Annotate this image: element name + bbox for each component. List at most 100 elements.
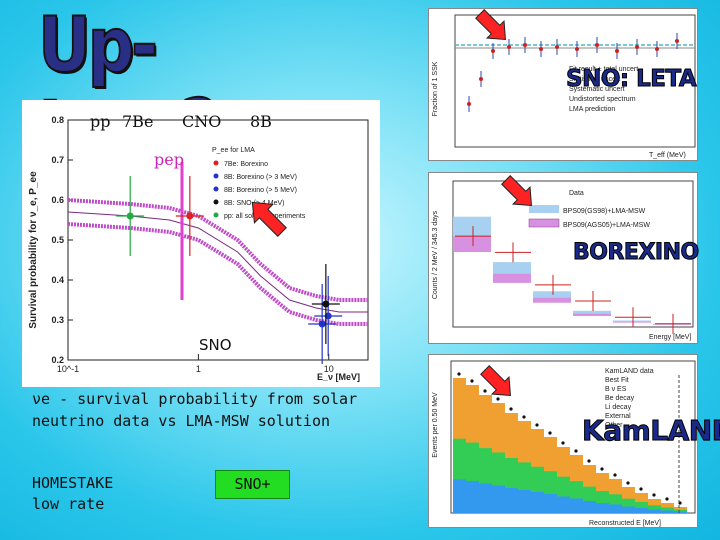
legend-marker <box>213 173 219 179</box>
leta-point <box>523 43 527 47</box>
y-tick-label: 0.5 <box>51 235 64 245</box>
svg-text:Energy [MeV]: Energy [MeV] <box>649 334 691 341</box>
kamland-bar-base <box>544 494 557 513</box>
kamland-bar-base <box>453 479 466 513</box>
kamland-data-point <box>613 473 617 477</box>
kamland-data-point <box>522 415 526 419</box>
kamland-plate: KamLAND <box>581 414 720 448</box>
x-tick-label: 1 <box>196 364 201 374</box>
kamland-bar-base <box>492 485 505 513</box>
kamland-bar-mid <box>648 505 661 513</box>
borexino-chart: Data BPS09(GS98)+LMA-MSW BPS09(AGS05)+LM… <box>432 180 694 341</box>
kamland-bar-base <box>609 504 622 513</box>
leta-point <box>615 49 619 53</box>
legend-label: 8B: Borexino (> 3 MeV) <box>224 174 297 181</box>
kamland-bar-base <box>466 481 479 513</box>
kamland-data-point <box>548 431 552 435</box>
region-label-be7: 7Be <box>122 112 154 131</box>
kamland-bar-base <box>479 483 492 513</box>
data-points <box>116 176 343 364</box>
homestake-note: HOMESTAKE low rate <box>32 473 113 515</box>
svg-text:Be decay: Be decay <box>605 395 635 402</box>
x-axis-label: E_ν [MeV] <box>317 372 360 382</box>
y-tick-label: 0.7 <box>51 155 64 165</box>
kamland-data-point <box>665 497 669 501</box>
leta-point <box>595 43 599 47</box>
kamland-data-point <box>457 372 461 376</box>
kamland-data-point <box>574 449 578 453</box>
kamland-bar-mid <box>661 507 674 513</box>
kamland-chart: KamLAND data Best Fit B ν ES Be decay Li… <box>432 360 696 527</box>
caption: νe - survival probability from solar neu… <box>32 388 392 432</box>
svg-text:Best Fit: Best Fit <box>605 377 629 384</box>
svg-text:B ν ES: B ν ES <box>605 386 627 393</box>
svg-text:External: External <box>605 413 631 420</box>
y-tick-label: 0.3 <box>51 315 64 325</box>
kamland-bar-base <box>661 510 674 513</box>
svg-text:KamLAND data: KamLAND data <box>605 368 654 375</box>
leta-point <box>575 47 579 51</box>
kamland-bar-mid <box>674 509 687 513</box>
kamland-bar-base <box>518 490 531 513</box>
y-tick-label: 0.2 <box>51 355 64 365</box>
x-tick-label: 10^-1 <box>57 364 79 374</box>
x-axis-ticks: 10^-1 1 10 <box>57 354 334 374</box>
leta-point <box>507 45 511 49</box>
borexino-bar <box>573 310 611 315</box>
legend-marker <box>213 212 219 218</box>
svg-text:Other: Other <box>605 422 623 429</box>
borexino-bar <box>613 320 651 323</box>
survival-probability-plot: 0.2 0.3 0.4 0.5 0.6 0.7 0.8 10^-1 1 10 P_ee for … <box>22 100 380 387</box>
leta-point <box>655 47 659 51</box>
y-tick-label: 0.4 <box>51 275 64 285</box>
leta-point <box>675 39 679 43</box>
legend-label: pp: all solar ν experiments <box>224 213 306 220</box>
borexino-bar-alt <box>573 313 611 316</box>
svg-text:Li decay: Li decay <box>605 404 632 411</box>
legend-marker <box>213 186 219 192</box>
svg-text:BPS09(GS98)+LMA-MSW: BPS09(GS98)+LMA-MSW <box>563 208 646 215</box>
kamland-bar-base <box>622 506 635 513</box>
svg-text:Systematic uncert: Systematic uncert <box>569 86 625 93</box>
region-label-pp: pp <box>90 112 111 131</box>
region-label-b8: 8B <box>250 112 272 131</box>
svg-text:Statistical uncert: Statistical uncert <box>569 76 620 83</box>
sno-leta-plate: SNO: LETA <box>565 66 697 93</box>
kamland-data-point <box>483 389 487 393</box>
data-point <box>126 212 134 220</box>
sno-plus-box: SNO+ <box>215 470 290 499</box>
slide-title: Up-turn? <box>37 0 219 169</box>
svg-text:BPS09(AGS05)+LMA-MSW: BPS09(AGS05)+LMA-MSW <box>563 222 650 229</box>
kamland-data-point <box>587 459 591 463</box>
caption-line-2: neutrino data vs LMA-MSW solution <box>32 412 331 430</box>
legend-marker <box>213 199 219 205</box>
sno-leta-panel: Fit result ± total uncert Statistical un… <box>428 8 698 161</box>
kamland-bar-base <box>648 509 661 513</box>
leta-point <box>479 77 483 81</box>
kamland-bar-base <box>531 492 544 513</box>
svg-text:Data: Data <box>569 190 584 197</box>
legend-label: 8B: SNO (> 4 MeV) <box>224 200 285 207</box>
svg-text:Events per 0.50 MeV: Events per 0.50 MeV <box>432 392 439 458</box>
svg-text:T_eff (MeV): T_eff (MeV) <box>649 152 686 159</box>
y-tick-label: 0.8 <box>51 115 64 125</box>
leta-point <box>491 49 495 53</box>
kamland-bar-base <box>557 496 570 513</box>
caption-line-1: νe - survival probability from solar <box>32 390 358 408</box>
leta-point <box>539 47 543 51</box>
svg-text:LMA prediction: LMA prediction <box>569 106 615 113</box>
svg-text:Reconstructed E [MeV]: Reconstructed E [MeV] <box>589 520 661 527</box>
svg-text:Counts / 2 MeV / 345.3 days: Counts / 2 MeV / 345.3 days <box>432 210 439 299</box>
data-point <box>322 300 330 308</box>
kamland-data-point <box>535 423 539 427</box>
borexino-bar-alt <box>613 321 651 323</box>
legend-label: 7Be: Borexino <box>224 161 268 168</box>
kamland-data-point <box>496 397 500 401</box>
borexino-bar-alt <box>493 273 531 283</box>
borexino-bar-alt <box>533 297 571 303</box>
region-label-pep: pep <box>154 150 184 169</box>
kamland-data-point <box>639 487 643 491</box>
legend-label: 8B: Borexino (> 5 MeV) <box>224 187 297 194</box>
kamland-data-point <box>652 493 656 497</box>
kamland-panel: KamLAND data Best Fit B ν ES Be decay Li… <box>428 354 698 528</box>
